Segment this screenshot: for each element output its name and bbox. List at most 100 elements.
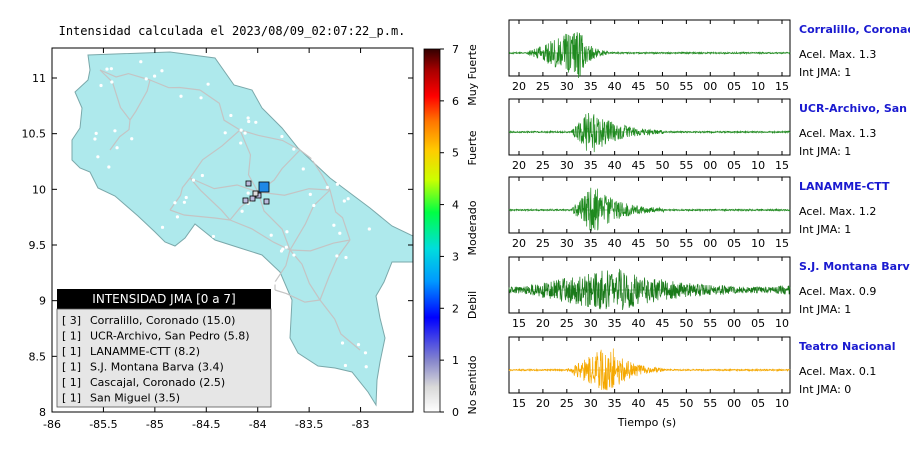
waveform-tick-label: 40 xyxy=(632,317,646,330)
waveform-tick-label: 20 xyxy=(536,397,550,410)
town-marker xyxy=(206,82,210,86)
town-marker xyxy=(115,146,119,150)
station-jma-intensity: Int JMA: 1 xyxy=(799,145,851,158)
road xyxy=(189,177,259,193)
station-max-acceleration: Acel. Max. 0.9 xyxy=(799,285,876,298)
road xyxy=(274,249,291,291)
map-x-tick-label: -86 xyxy=(43,418,61,431)
map-x-tick-label: -83.5 xyxy=(295,418,323,431)
waveform-tick-label: 20 xyxy=(536,317,550,330)
waveform-tick-label: 45 xyxy=(655,317,669,330)
legend-title: INTENSIDAD JMA [0 a 7] xyxy=(92,292,235,306)
station-marker-lanamme[interactable] xyxy=(249,195,256,202)
waveform-tick-label: 55 xyxy=(703,317,717,330)
waveform-tick-label: 10 xyxy=(751,237,765,250)
road xyxy=(189,177,231,221)
road xyxy=(149,79,201,91)
map-y-tick-label: 8.5 xyxy=(29,350,47,363)
station-marker-corralillo[interactable] xyxy=(258,181,270,193)
waveform-tick-label: 50 xyxy=(655,80,669,93)
town-marker xyxy=(130,137,134,141)
town-marker xyxy=(144,77,148,81)
station-max-acceleration: Acel. Max. 1.2 xyxy=(799,205,876,218)
town-marker xyxy=(139,60,143,64)
town-marker xyxy=(109,67,113,71)
waveform-trace xyxy=(508,187,791,231)
waveform-tick-label: 25 xyxy=(560,397,574,410)
town-marker xyxy=(344,255,348,260)
town-marker xyxy=(113,129,117,133)
road xyxy=(289,189,331,251)
town-marker xyxy=(312,203,316,208)
station-name: LANAMME-CTT xyxy=(799,180,890,193)
legend-row-label: San Miguel (3.5) xyxy=(90,392,180,405)
map-x-tick-label: -85 xyxy=(146,418,164,431)
colorbar-tick-label: 7 xyxy=(452,43,459,56)
map-y-tick-label: 11 xyxy=(32,72,46,85)
legend-row-label: Corralillo, Coronado (15.0) xyxy=(90,314,235,327)
town-marker xyxy=(273,281,277,285)
waveform-tick-label: 40 xyxy=(608,159,622,172)
town-marker xyxy=(105,67,109,71)
colorbar-gradient xyxy=(423,48,441,413)
town-marker xyxy=(99,83,103,88)
town-marker xyxy=(223,131,227,135)
waveform-tick-label: 10 xyxy=(751,159,765,172)
town-marker xyxy=(284,245,288,249)
waveform-trace xyxy=(508,32,791,79)
station-marker-san-miguel[interactable] xyxy=(242,197,249,204)
town-marker xyxy=(280,134,284,139)
map-x-tick-label: -84 xyxy=(249,418,267,431)
town-marker xyxy=(342,199,346,203)
map-y-tick-label: 9.5 xyxy=(29,239,47,252)
station-marker-teatro[interactable] xyxy=(252,190,259,197)
waveform-tick-label: 55 xyxy=(703,397,717,410)
waveform-tick-label: 00 xyxy=(727,397,741,410)
waveform-trace xyxy=(508,112,791,153)
town-marker xyxy=(199,96,203,100)
town-marker xyxy=(107,165,111,169)
waveform-trace xyxy=(508,268,791,310)
map-y-axis: 11 10.5 10 9.5 9 8.5 8 xyxy=(22,72,413,419)
station-marker-cascajal[interactable] xyxy=(263,198,270,205)
waveform-tick-label: 35 xyxy=(584,80,598,93)
map-y-tick-label: 10.5 xyxy=(22,128,47,141)
legend-body xyxy=(56,308,272,408)
town-marker xyxy=(335,254,339,258)
waveform-panel: 20 25 30 35 40 45 50 55 00 05 10 15 LANAMME-CTT Acel.… xyxy=(508,176,890,250)
road xyxy=(129,79,151,121)
station-jma-intensity: Int JMA: 0 xyxy=(799,383,851,396)
waveform-frame xyxy=(508,98,791,156)
road xyxy=(109,119,131,151)
town-marker xyxy=(240,209,244,213)
waveform-tick-label: 10 xyxy=(775,397,789,410)
legend-row-label: UCR-Archivo, San Pedro (5.8) xyxy=(90,330,250,343)
waveform-tick-label: 20 xyxy=(512,159,526,172)
waveform-tick-label: 15 xyxy=(775,159,789,172)
waveform-tick-label: 50 xyxy=(679,317,693,330)
town-marker xyxy=(363,351,368,355)
waveform-tick-label: 45 xyxy=(655,397,669,410)
road xyxy=(189,129,241,179)
map-x-tick-label: -85.5 xyxy=(89,418,117,431)
road xyxy=(289,249,321,301)
waveform-panels: 20 25 30 35 40 45 50 55 00 05 10 15 Corralillo, Coro… xyxy=(508,19,910,410)
town-marker xyxy=(292,147,296,151)
waveform-tick-label: 45 xyxy=(632,237,646,250)
waveform-tick-label: 30 xyxy=(560,80,574,93)
road xyxy=(199,89,241,131)
colorbar-tick-label: 2 xyxy=(452,302,459,315)
waveform-tick-label: 05 xyxy=(751,317,765,330)
town-marker xyxy=(246,191,250,195)
town-marker xyxy=(332,223,336,227)
town-marker xyxy=(269,233,273,237)
waveform-tick-label: 35 xyxy=(608,317,622,330)
costa-rica-landmass xyxy=(71,51,413,407)
town-marker xyxy=(356,343,361,347)
road xyxy=(319,299,361,351)
station-marker-montana-barva[interactable] xyxy=(245,180,252,187)
colorbar-category-label: Fuerte xyxy=(466,130,479,165)
colorbar-category-label: Muy Fuerte xyxy=(466,44,479,106)
town-marker xyxy=(285,230,289,234)
